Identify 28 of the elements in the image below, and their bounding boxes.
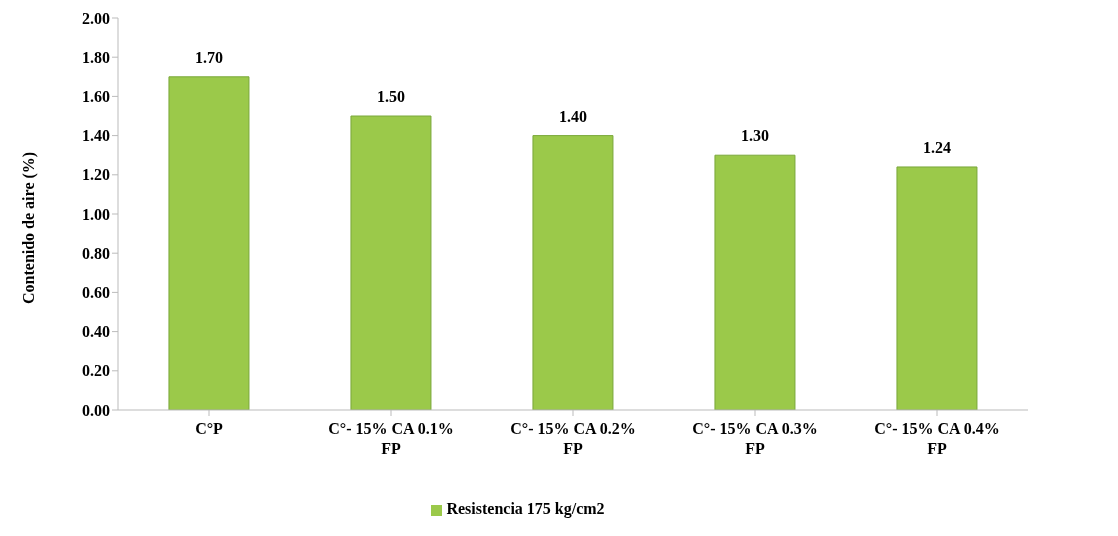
x-tick-label: C°P xyxy=(195,420,224,437)
y-tick-label: 1.20 xyxy=(82,166,110,184)
y-tick-label: 1.80 xyxy=(82,48,110,66)
y-tick-label: 2.00 xyxy=(82,9,110,27)
bar xyxy=(350,115,432,410)
y-tick-label: 1.60 xyxy=(82,88,110,106)
bar xyxy=(532,135,614,410)
y-tick-label: 0.20 xyxy=(82,362,110,380)
bar xyxy=(896,166,978,410)
x-tick-label: C°- 15% CA 0.3% FP xyxy=(692,420,818,457)
y-axis-title: Contenido de aire (%) xyxy=(19,151,38,304)
data-label: 1.40 xyxy=(558,107,587,125)
x-tick-label: C°- 15% CA 0.2% FP xyxy=(510,420,636,457)
data-label: 1.70 xyxy=(194,48,223,66)
y-tick-label: 1.00 xyxy=(82,205,110,223)
y-tick-label: 0.40 xyxy=(82,323,110,341)
data-label: 1.30 xyxy=(740,127,769,145)
y-tick-label: 0.60 xyxy=(82,284,110,302)
data-label: 1.50 xyxy=(376,88,405,105)
bar xyxy=(168,76,250,410)
data-label: 1.24 xyxy=(922,138,951,156)
x-tick-label: C°- 15% CA 0.1% FP xyxy=(328,420,454,457)
y-tick-label: 0.00 xyxy=(82,401,110,419)
legend-label: Resistencia 175 kg/cm2 xyxy=(446,500,605,517)
y-tick-label: 0.80 xyxy=(82,244,110,262)
y-tick-label: 1.40 xyxy=(82,127,110,145)
x-tick-label: C°- 15% CA 0.4% FP xyxy=(874,420,1000,457)
bar xyxy=(714,154,796,410)
